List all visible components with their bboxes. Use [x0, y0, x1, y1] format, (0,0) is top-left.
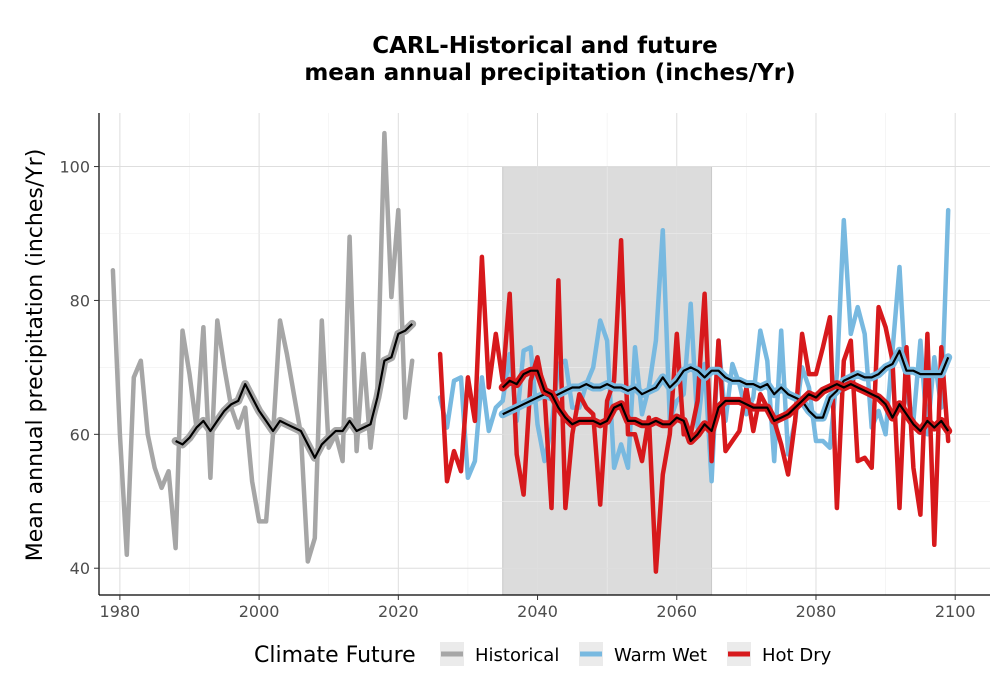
legend-label-hot-dry: Hot Dry	[762, 645, 832, 666]
series-line-smoothed-5	[501, 369, 950, 443]
y-axis-title: Mean annual precipitation (inches/Yr)	[23, 149, 48, 562]
chart-title-line-2: mean annual precipitation (inches/Yr)	[304, 60, 795, 86]
legend: Climate Future Historical Warm Wet Hot D…	[254, 642, 832, 668]
legend-label-warm-wet: Warm Wet	[614, 645, 707, 666]
series-line-hot-dry	[437, 237, 951, 574]
x-tick-label: 2100	[935, 602, 976, 621]
y-tick-label: 40	[70, 559, 90, 578]
x-tick-label: 2000	[239, 602, 280, 621]
chart-title-line-1: CARL-Historical and future	[372, 33, 718, 59]
x-tick-label: 2020	[378, 602, 419, 621]
x-tick-label: 2040	[517, 602, 558, 621]
x-tick-label: 1980	[100, 602, 141, 621]
y-tick-label: 100	[59, 158, 90, 177]
series-line-smoothed-4	[502, 349, 950, 419]
x-tick-label: 2060	[656, 602, 697, 621]
legend-label-historical: Historical	[475, 645, 559, 666]
series-lines	[110, 130, 953, 574]
legend-title: Climate Future	[254, 643, 416, 668]
y-tick-label: 60	[70, 425, 90, 444]
series-line-smoothed-3	[175, 323, 413, 459]
y-tick-label: 80	[70, 291, 90, 310]
x-tick-label: 2080	[796, 602, 837, 621]
legend-item-hot-dry: Hot Dry	[727, 642, 832, 666]
legend-item-warm-wet: Warm Wet	[579, 642, 707, 666]
series-line-historical	[110, 130, 415, 564]
grid-lines	[99, 113, 990, 595]
plot-area: 1980 2000 2020 2040 2060 2080 2100 40 60 80 100	[59, 113, 990, 621]
axis-ticks: 1980 2000 2020 2040 2060 2080 2100 40 60 80 100	[59, 158, 975, 621]
legend-item-historical: Historical	[440, 642, 559, 666]
